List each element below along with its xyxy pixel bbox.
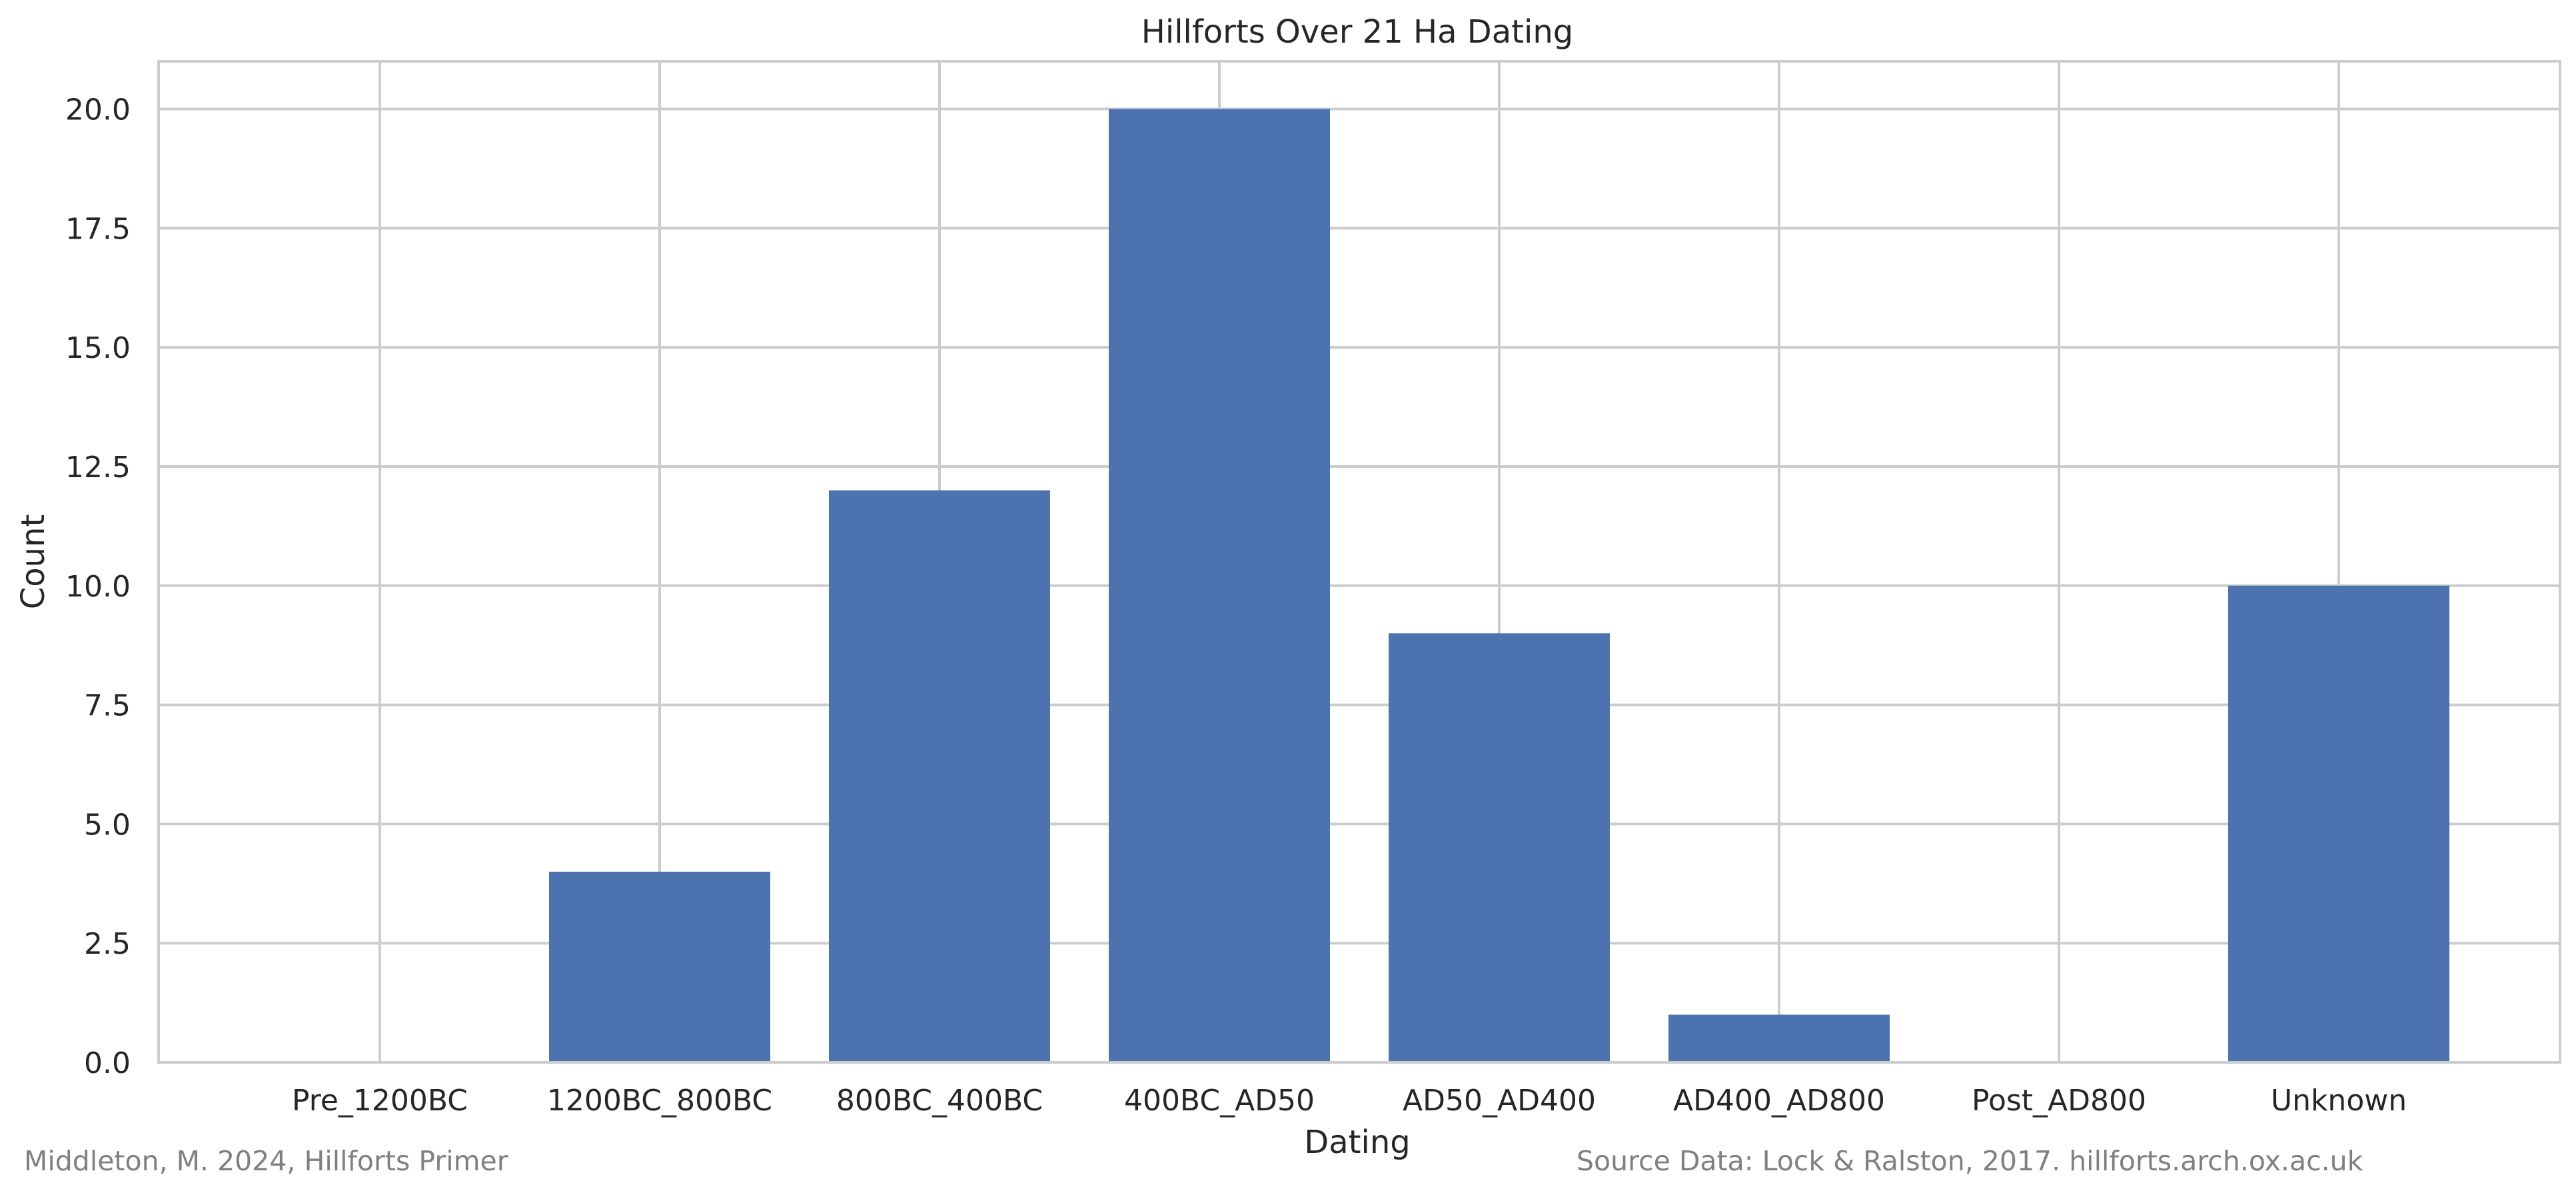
bar bbox=[1109, 109, 1330, 1062]
y-tick-label: 7.5 bbox=[84, 689, 131, 723]
x-axis-label: Dating bbox=[1304, 1124, 1410, 1161]
x-tick-label: Post_AD800 bbox=[1972, 1084, 2146, 1118]
y-tick-label: 20.0 bbox=[65, 93, 131, 127]
x-tick-label: 800BC_400BC bbox=[836, 1084, 1043, 1118]
bar bbox=[1389, 633, 1610, 1062]
bars bbox=[549, 109, 2449, 1062]
y-tick-label: 17.5 bbox=[65, 212, 131, 246]
y-tick-label: 12.5 bbox=[65, 451, 131, 485]
x-tick-label: AD400_AD800 bbox=[1673, 1084, 1885, 1118]
plot-frame bbox=[157, 60, 2561, 1064]
y-tick-label: 15.0 bbox=[65, 331, 131, 365]
y-axis-label: Count bbox=[15, 515, 52, 610]
x-tick-label: 400BC_AD50 bbox=[1124, 1084, 1315, 1118]
x-tick-label: AD50_AD400 bbox=[1403, 1084, 1596, 1118]
footer-credit: Middleton, M. 2024, Hillforts Primer bbox=[24, 1145, 508, 1177]
y-tick-label: 10.0 bbox=[65, 570, 131, 604]
x-tick-label: Unknown bbox=[2271, 1084, 2407, 1118]
x-tick-label: Pre_1200BC bbox=[292, 1084, 468, 1118]
y-tick-label: 0.0 bbox=[84, 1046, 131, 1080]
y-axis-ticks: 0.0 2.5 5.0 7.5 10.0 12.5 15.0 17.5 20.0 bbox=[65, 93, 131, 1080]
bar bbox=[549, 871, 770, 1062]
x-axis-ticks: Pre_1200BC 1200BC_800BC 800BC_400BC 400BC_A… bbox=[292, 1084, 2407, 1118]
x-tick-label: 1200BC_800BC bbox=[547, 1084, 772, 1118]
chart-title: Hillforts Over 21 Ha Dating bbox=[1141, 13, 1573, 51]
footer-source: Source Data: Lock & Ralston, 2017. hillf… bbox=[1577, 1145, 2363, 1177]
y-tick-label: 2.5 bbox=[84, 927, 131, 961]
y-tick-label: 5.0 bbox=[84, 808, 131, 842]
bar bbox=[829, 490, 1050, 1062]
bar bbox=[1668, 1014, 1890, 1062]
bar bbox=[2228, 585, 2449, 1062]
